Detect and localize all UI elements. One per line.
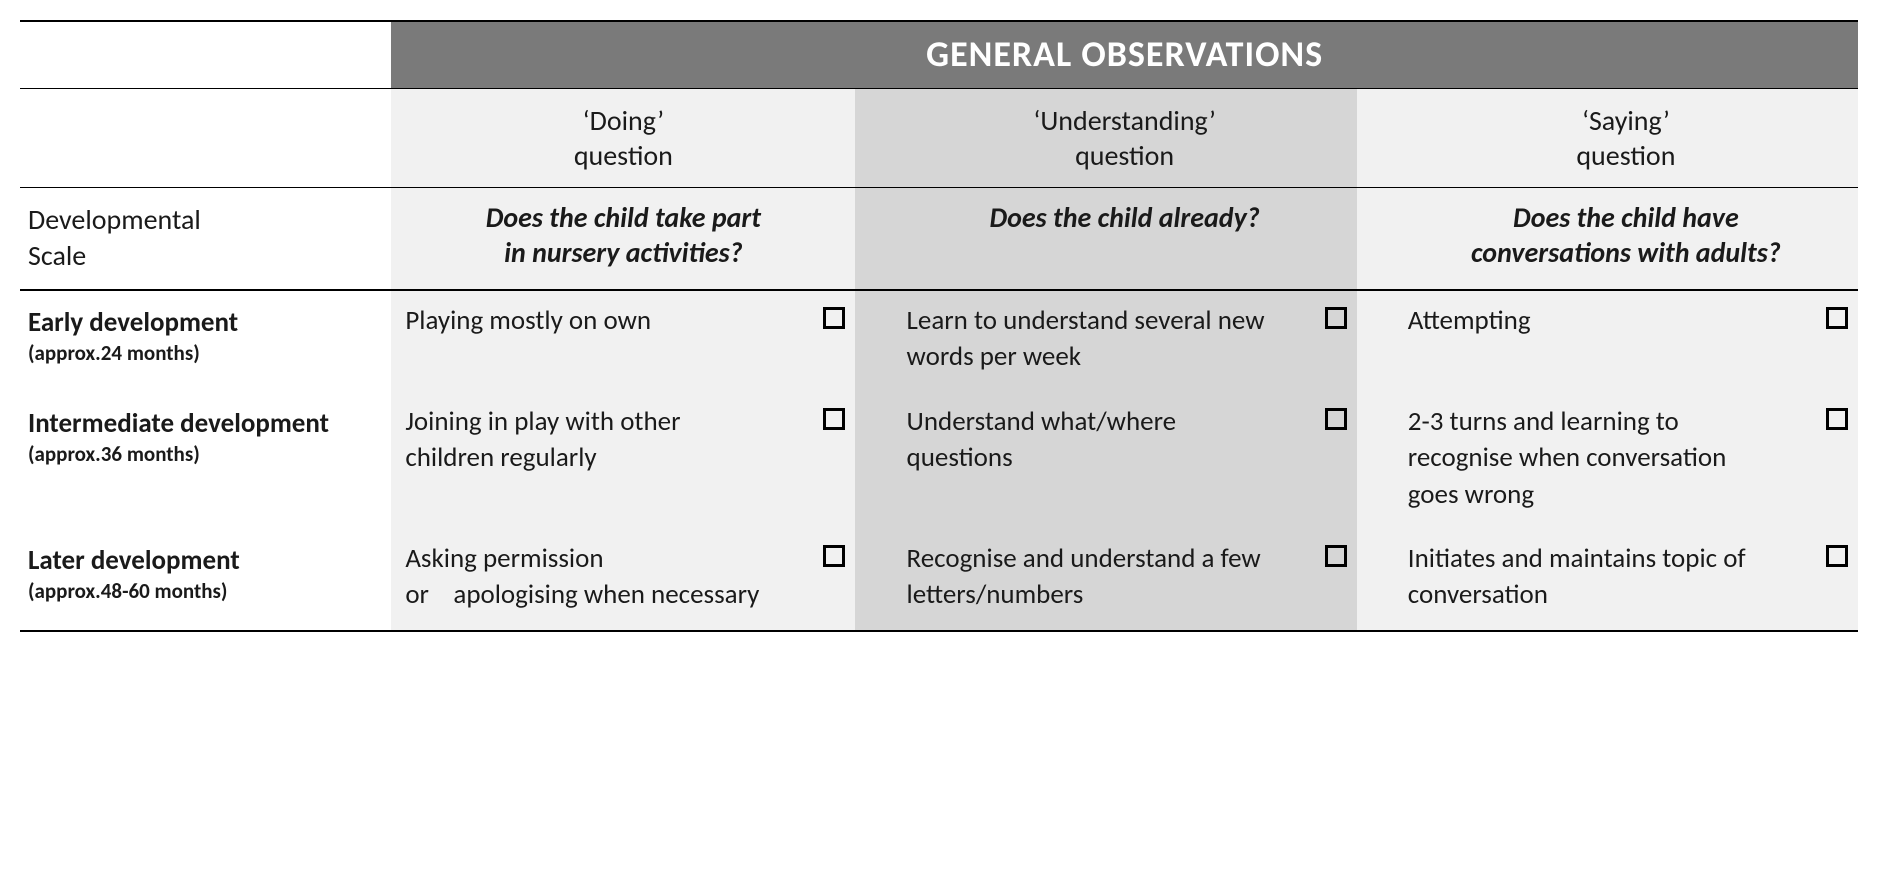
cell-intermediate-doing: Joining in play with other children regu… bbox=[391, 392, 781, 529]
header-title: GENERAL OBSERVATIONS bbox=[391, 21, 1858, 89]
checkbox-early-doing[interactable] bbox=[823, 307, 845, 329]
cell-intermediate-understanding: Understand what/where questions bbox=[893, 392, 1283, 529]
scale-label: Developmental Scale bbox=[20, 188, 391, 290]
cell-early-understanding: Learn to understand several new words pe… bbox=[893, 290, 1283, 392]
row-header-later: Later development (approx.48-60 months) bbox=[20, 529, 391, 631]
col-doing-prompt: Does the child take part in nursery acti… bbox=[391, 188, 855, 290]
cell-intermediate-saying: 2-3 turns and learning to recognise when… bbox=[1394, 392, 1784, 529]
col-saying-prompt: Does the child have conversations with a… bbox=[1394, 188, 1858, 290]
cell-later-understanding: Recognise and understand a few letters/n… bbox=[893, 529, 1283, 631]
checkbox-later-saying[interactable] bbox=[1826, 545, 1848, 567]
cell-later-saying: Initiates and maintains topic of convers… bbox=[1394, 529, 1784, 631]
cell-later-doing: Asking permission or apologising when ne… bbox=[391, 529, 781, 631]
checkbox-early-saying[interactable] bbox=[1826, 307, 1848, 329]
checkbox-early-understanding[interactable] bbox=[1325, 307, 1347, 329]
col-saying-label: ‘Saying’ question bbox=[1394, 89, 1858, 188]
row-header-early: Early development (approx.24 months) bbox=[20, 290, 391, 392]
cell-early-saying: Attempting bbox=[1394, 290, 1784, 392]
checkbox-intermediate-doing[interactable] bbox=[823, 408, 845, 430]
observations-table: GENERAL OBSERVATIONS ‘Doing’ question ‘U… bbox=[20, 20, 1858, 632]
checkbox-intermediate-understanding[interactable] bbox=[1325, 408, 1347, 430]
col-doing-label: ‘Doing’ question bbox=[391, 89, 855, 188]
cell-early-doing: Playing mostly on own bbox=[391, 290, 781, 392]
checkbox-later-doing[interactable] bbox=[823, 545, 845, 567]
checkbox-later-understanding[interactable] bbox=[1325, 545, 1347, 567]
row-header-intermediate: Intermediate development (approx.36 mont… bbox=[20, 392, 391, 529]
col-understanding-label: ‘Understanding’ question bbox=[893, 89, 1357, 188]
col-understanding-prompt: Does the child already? bbox=[893, 188, 1357, 290]
checkbox-intermediate-saying[interactable] bbox=[1826, 408, 1848, 430]
